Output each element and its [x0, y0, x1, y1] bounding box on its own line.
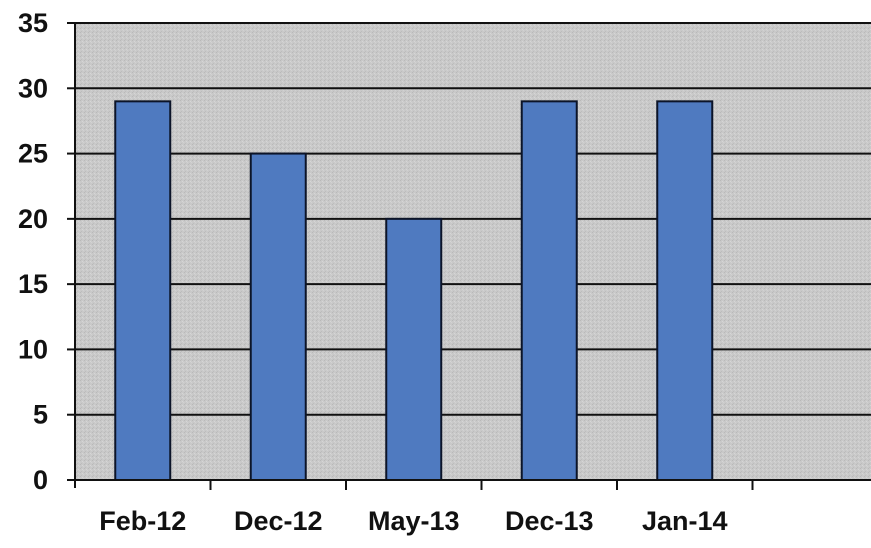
x-tick-labels: Feb-12 Dec-12 May-13 Dec-13 Jan-14 — [99, 506, 727, 536]
y-tick-label-15: 15 — [18, 269, 48, 299]
plot-area — [75, 23, 871, 480]
y-tick-labels: 0 5 10 15 20 25 30 35 — [18, 8, 48, 495]
x-tick-label-dec-12: Dec-12 — [234, 506, 323, 536]
bar-feb-12 — [114, 100, 172, 481]
axes — [67, 22, 871, 490]
y-tick-label-0: 0 — [33, 465, 48, 495]
y-tick-label-20: 20 — [18, 204, 48, 234]
bar-dec-12 — [249, 152, 307, 481]
y-tick-label-5: 5 — [33, 400, 48, 430]
y-tick-label-35: 35 — [18, 8, 48, 38]
bar-may-13 — [385, 217, 443, 481]
bars — [114, 100, 714, 481]
x-tick-label-may-13: May-13 — [368, 506, 460, 536]
gridlines — [75, 22, 871, 416]
bar-jan-14 — [656, 100, 714, 481]
x-tick-label-dec-13: Dec-13 — [505, 506, 594, 536]
x-tick-label-feb-12: Feb-12 — [99, 506, 186, 536]
x-tick-label-jan-14: Jan-14 — [642, 506, 728, 536]
y-tick-label-30: 30 — [18, 73, 48, 103]
y-tick-label-10: 10 — [18, 334, 48, 364]
bar-dec-13 — [520, 100, 578, 481]
y-tick-label-25: 25 — [18, 139, 48, 169]
